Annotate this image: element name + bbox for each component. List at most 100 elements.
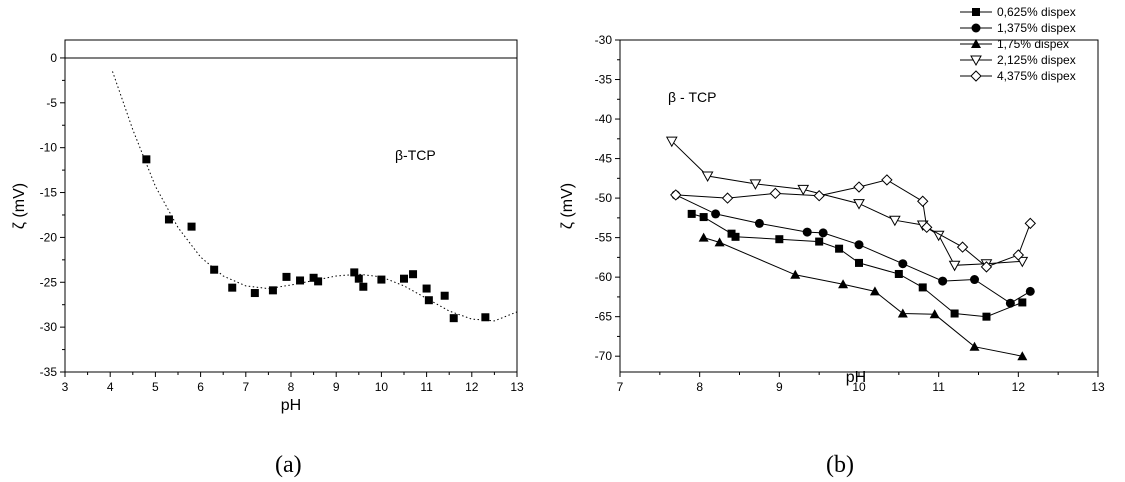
data-point: [889, 215, 901, 227]
panel-b-x-axis: 7 8 9 10 11 12 13: [617, 372, 1105, 394]
panel-b-chart: -30-35-40-45-50-55-60-65-70 7 8 9 10 11 12 13 …: [559, 5, 1105, 478]
data-point: [970, 275, 980, 285]
data-point: [813, 190, 825, 202]
data-point: [400, 274, 408, 283]
data-point: [1025, 286, 1035, 296]
data-point: [210, 265, 219, 274]
panel-b-annotation: β - TCP: [668, 89, 717, 105]
data-point: [853, 199, 865, 210]
y-tick-label: -35: [40, 365, 58, 379]
data-point: [687, 209, 696, 218]
series-line: [675, 179, 1031, 268]
data-point: [1017, 351, 1028, 361]
y-tick-label: -50: [595, 191, 613, 205]
legend-marker: [971, 23, 981, 33]
series-0: [687, 209, 1027, 321]
y-tick-label: -30: [595, 33, 613, 47]
data-point: [377, 275, 386, 284]
data-point: [731, 232, 740, 241]
x-tick-label: 10: [852, 380, 866, 394]
legend-marker: [971, 39, 981, 48]
y-tick-label: -25: [40, 275, 58, 289]
data-point: [835, 244, 844, 253]
legend-item: 0,625% dispex: [960, 5, 1076, 19]
data-point: [838, 279, 849, 289]
data-point: [982, 312, 991, 321]
legend-marker: [970, 55, 982, 67]
series-2: [698, 232, 1028, 361]
panel-a-annotation: β-TCP: [395, 147, 436, 163]
x-tick-label: 6: [197, 380, 204, 394]
data-point: [314, 277, 323, 286]
legend-label: 0,625% dispex: [997, 5, 1076, 19]
panel-a-x-axis: 3 4 5 6 7 8 9 10 11 12 13: [62, 372, 524, 394]
x-tick-label: 9: [776, 380, 783, 394]
data-point: [969, 341, 980, 351]
data-point: [422, 284, 431, 293]
x-tick-label: 13: [510, 380, 524, 394]
legend-item: 2,125% dispex: [960, 53, 1076, 67]
data-point: [853, 181, 865, 193]
x-tick-label: 11: [420, 380, 433, 394]
series-3: [665, 136, 1029, 272]
y-tick-label: 0: [50, 51, 57, 65]
data-point: [950, 309, 959, 318]
data-point: [481, 313, 490, 322]
y-tick-label: -40: [595, 112, 613, 126]
y-tick-label: -65: [595, 310, 613, 324]
x-tick-label: 3: [62, 380, 69, 394]
legend-item: 1,75% dispex: [960, 37, 1069, 51]
data-point: [797, 184, 810, 196]
legend-item: 4,375% dispex: [960, 69, 1076, 83]
x-tick-label: 8: [288, 380, 295, 394]
data-point: [424, 296, 433, 305]
x-tick-label: 5: [152, 380, 159, 394]
x-tick-label: 8: [696, 380, 703, 394]
data-point: [309, 273, 318, 282]
data-point: [980, 261, 993, 273]
data-point: [948, 260, 961, 272]
data-point: [802, 227, 812, 237]
y-tick-label: -55: [595, 231, 613, 245]
data-point: [1016, 256, 1029, 268]
data-point: [714, 237, 725, 247]
legend-label: 1,375% dispex: [997, 21, 1076, 35]
series-line: [703, 237, 1023, 357]
panel-a-chart: 0 -5 -10 -15 -20 -25 -30 -35 3 4 5 6 7 8 9 10 11 12 13 pH…: [11, 39, 524, 478]
panel-b-label: (b): [826, 452, 854, 478]
legend-marker: [970, 70, 982, 82]
panel-b-y-axis-label: ζ (mV): [559, 183, 576, 229]
data-point: [938, 276, 948, 286]
panel-a-label: (a): [275, 452, 302, 478]
data-point: [142, 155, 151, 164]
data-point: [164, 215, 173, 224]
data-point: [440, 291, 449, 300]
data-point: [956, 241, 969, 253]
series-4: [670, 174, 1036, 273]
y-tick-label: -70: [595, 349, 613, 363]
data-point: [350, 268, 359, 277]
series-line: [671, 140, 1023, 266]
x-tick-label: 12: [465, 380, 479, 394]
data-point: [711, 209, 721, 219]
y-tick-label: -45: [595, 152, 613, 166]
data-point: [721, 192, 734, 204]
data-point: [665, 136, 678, 148]
data-point: [670, 189, 682, 201]
data-point: [1024, 217, 1036, 230]
y-tick-label: -5: [46, 96, 57, 110]
data-point: [698, 232, 709, 242]
data-point: [769, 187, 782, 200]
x-tick-label: 12: [1012, 380, 1026, 394]
data-point: [854, 240, 864, 250]
data-point: [918, 283, 927, 292]
data-point: [869, 286, 880, 296]
data-point: [354, 274, 363, 283]
panel-a-y-axis-label: ζ (mV): [11, 183, 28, 229]
data-point: [282, 272, 291, 281]
data-point: [1012, 249, 1025, 261]
x-tick-label: 7: [242, 380, 249, 394]
data-point: [790, 269, 801, 279]
data-point: [268, 286, 277, 295]
